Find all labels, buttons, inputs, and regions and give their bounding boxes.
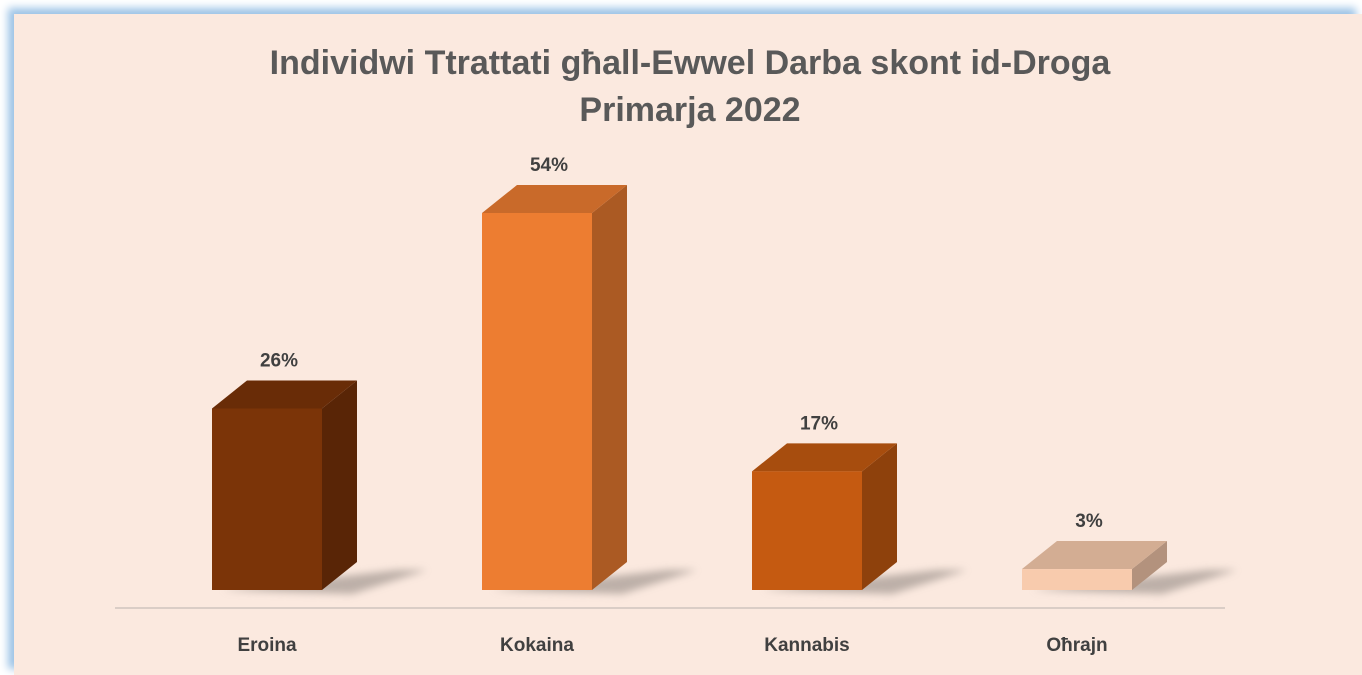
bar [752, 471, 862, 590]
bar-side [322, 380, 357, 590]
bar-top [752, 443, 897, 472]
bar-side [592, 185, 627, 590]
bar-top [1022, 541, 1167, 570]
bar [1022, 569, 1132, 590]
bar-side [1132, 541, 1167, 590]
chart-title: Individwi Ttrattati għall-Ewwel Darba sk… [269, 44, 1111, 129]
x-tick-label: Kokaina [500, 635, 574, 656]
data-label: 26% [260, 350, 298, 371]
data-label: 3% [1075, 511, 1103, 532]
bar-top [212, 380, 357, 409]
x-tick-label: Eroina [237, 635, 297, 656]
data-label: 17% [800, 413, 838, 434]
bar-side [862, 443, 897, 590]
x-tick-label: Kannabis [764, 635, 850, 656]
bar [482, 213, 592, 590]
data-label: 54% [530, 155, 568, 176]
bar [212, 408, 322, 590]
bar-top [482, 185, 627, 213]
x-tick-label: Oħrajn [1046, 635, 1107, 656]
